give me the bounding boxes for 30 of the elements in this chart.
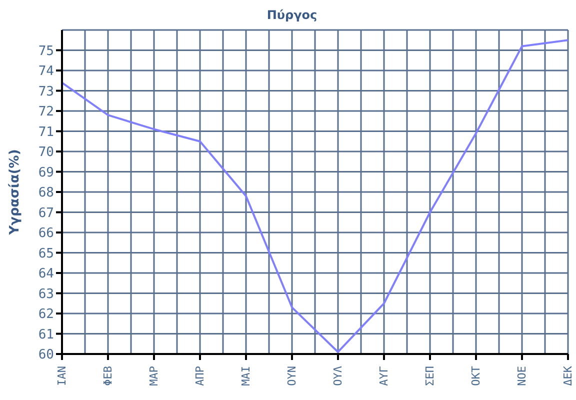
y-tick-label: 75	[38, 44, 54, 59]
chart-title: Πύργος	[266, 8, 318, 24]
y-tick-label: 61	[38, 327, 54, 342]
y-tick-label: 60	[38, 348, 54, 363]
y-tick-label: 71	[38, 124, 54, 140]
y-tick-label: 72	[38, 104, 54, 120]
x-tick-label: ΜΑΙ	[240, 366, 252, 386]
x-tick-label: ΑΠΡ	[194, 366, 206, 386]
y-tick-label: 63	[38, 286, 54, 302]
x-tick-label: ΝΟΕ	[516, 366, 528, 386]
x-tick-label: ΟΚΤ	[470, 366, 482, 386]
y-tick-label: 73	[38, 84, 54, 100]
y-tick-label: 65	[38, 246, 54, 262]
y-tick-label: 74	[38, 64, 54, 80]
x-tick-label: ΣΕΠ	[424, 366, 436, 386]
y-tick-label: 62	[38, 307, 54, 322]
x-tick-label: ΙΑΝ	[56, 366, 68, 386]
y-tick-label: 68	[38, 186, 54, 201]
x-tick-label: ΟΥΛ	[332, 366, 344, 386]
x-tick-label: ΦΕΒ	[102, 366, 114, 386]
y-tick-label: 69	[38, 165, 54, 180]
x-tick-label: ΔΕΚ	[562, 366, 574, 386]
y-tick-label: 66	[38, 226, 54, 242]
x-tick-label: ΑΥΓ	[378, 366, 390, 386]
y-tick-label: 64	[38, 266, 54, 282]
y-tick-label: 70	[38, 145, 54, 160]
y-axis-title: Υγρασία(%)	[8, 149, 23, 236]
y-tick-label: 67	[38, 206, 54, 221]
x-tick-label: ΟΥΝ	[286, 366, 298, 386]
x-tick-label: ΜΑΡ	[148, 366, 160, 386]
